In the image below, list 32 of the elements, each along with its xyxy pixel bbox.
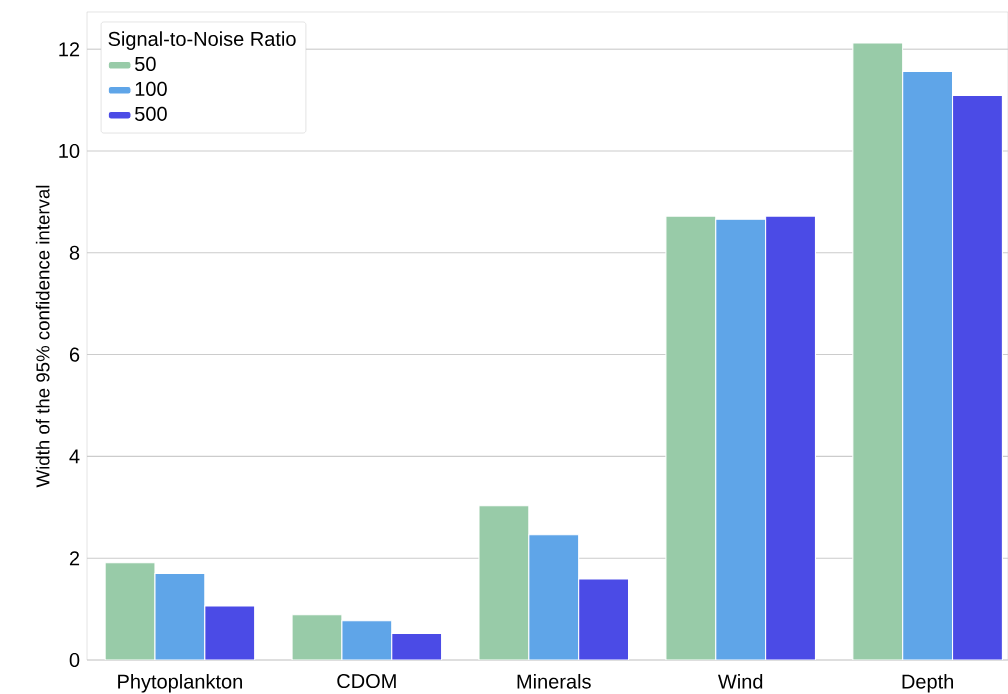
y-tick-label: 12 [59,42,80,57]
bar [154,573,205,660]
bar [292,614,342,660]
legend-title: Signal-to-Noise Ratio [108,31,296,50]
bar [852,42,904,660]
bar [902,71,954,660]
bar [952,94,1003,660]
y-tick-label: 8 [69,245,80,260]
bar [715,219,766,660]
x-tick-label: Minerals [517,673,591,689]
bar [765,216,816,660]
bar [391,633,442,660]
x-tick-label: Depth [902,673,953,693]
y-tick-label: 10 [59,143,80,159]
x-tick-label: Phytoplankton [118,673,242,693]
y-tick-label: 2 [69,551,80,566]
legend-label: 500 [135,106,167,121]
y-tick-label: 6 [69,347,80,362]
bar [665,216,716,660]
bar [341,620,392,660]
y-tick-label: 0 [69,652,80,668]
y-tick-label: 4 [69,449,80,464]
bar [105,562,155,660]
y-axis-title: Width of the 95% confidence interval [35,185,50,488]
bar [478,505,529,660]
legend-label: 100 [135,81,167,96]
bar [578,579,629,660]
x-tick-label: CDOM [337,673,396,689]
x-tick-label: Wind [717,673,763,689]
bar [528,534,579,660]
legend-label: 50 [135,56,156,71]
bar [204,606,255,660]
